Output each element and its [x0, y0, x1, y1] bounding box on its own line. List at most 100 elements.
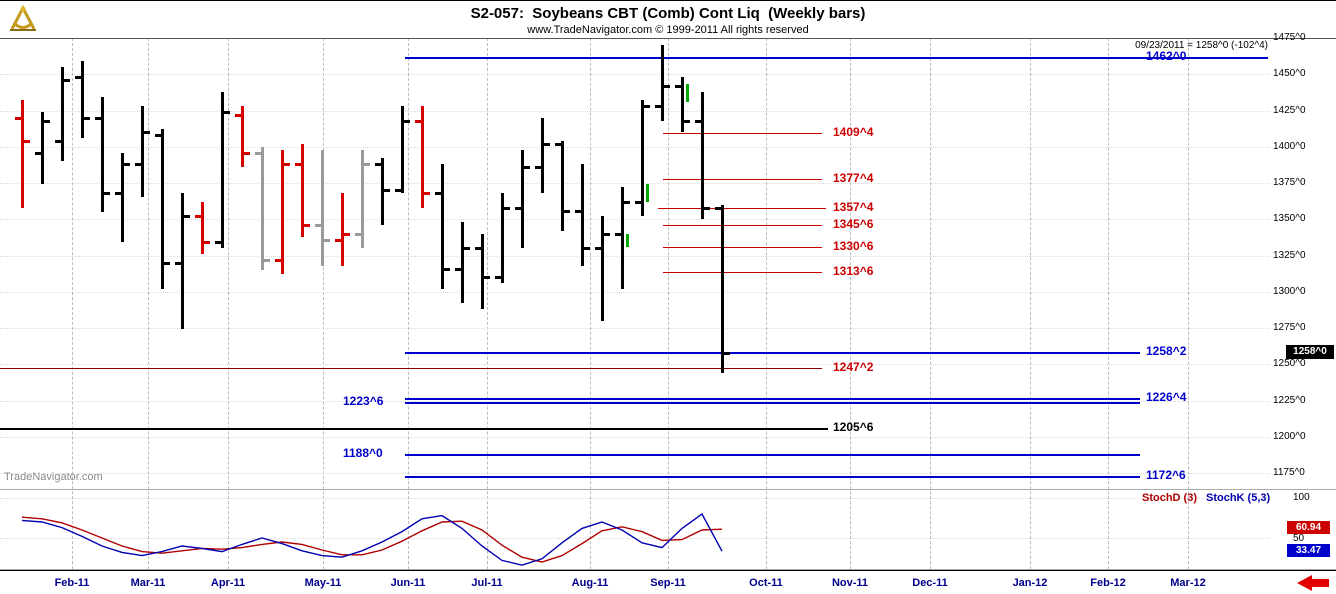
price-axis-label: 1250^0	[1273, 358, 1306, 370]
ohlc-bar	[221, 91, 224, 249]
ohlc-bar	[541, 117, 544, 194]
ohlc-open-tick	[475, 247, 481, 251]
ohlc-bar	[581, 164, 584, 266]
ohlc-bar	[281, 149, 284, 275]
level-line[interactable]	[663, 225, 822, 227]
ohlc-close-tick	[224, 110, 230, 114]
level-label: 1313^6	[833, 263, 874, 278]
level-line[interactable]	[0, 368, 822, 370]
ohlc-open-tick	[375, 163, 381, 167]
ohlc-bar	[121, 152, 124, 243]
level-label: 1258^2	[1146, 344, 1187, 359]
level-line[interactable]	[663, 132, 822, 134]
level-line[interactable]	[663, 247, 822, 249]
time-axis-label: May-11	[304, 577, 342, 589]
level-label: 1345^6	[833, 217, 874, 232]
level-line[interactable]	[0, 428, 828, 431]
trade-signal-mark	[646, 184, 649, 202]
time-axis-label: Feb-11	[54, 577, 90, 589]
price-axis-label: 1175^0	[1273, 467, 1305, 478]
level-line[interactable]	[405, 398, 1140, 401]
ohlc-close-tick	[44, 119, 50, 123]
ohlc-open-tick	[595, 247, 601, 251]
price-axis-label: 1325^0	[1273, 249, 1306, 261]
watermark-text: TradeNavigator.com	[4, 471, 103, 483]
level-line[interactable]	[405, 56, 1268, 59]
ohlc-close-tick	[424, 192, 430, 196]
ohlc-bar	[701, 91, 704, 220]
trade-signal-mark	[686, 84, 689, 102]
stochd-line	[21, 516, 723, 563]
ohlc-close-tick	[164, 261, 170, 265]
ohlc-bar	[681, 77, 684, 133]
time-axis-label: Dec-11	[912, 577, 948, 589]
ohlc-close-tick	[484, 276, 490, 280]
ohlc-bar	[481, 233, 484, 310]
level-line[interactable]	[405, 402, 1140, 405]
ohlc-open-tick	[575, 209, 581, 213]
chart-title: S2-057: Soybeans CBT (Comb) Cont Liq (We…	[470, 5, 866, 22]
level-line[interactable]	[405, 352, 1140, 355]
ohlc-bar	[181, 193, 184, 330]
level-label: 1247^2	[833, 360, 874, 375]
level-label: 1462^0	[1146, 48, 1187, 63]
scroll-left-arrow-button[interactable]	[1297, 575, 1333, 591]
ohlc-open-tick	[155, 134, 161, 138]
ohlc-open-tick	[455, 267, 461, 271]
level-label: 1226^4	[1146, 390, 1187, 405]
time-axis-label: Jan-12	[1012, 577, 1048, 589]
ohlc-bar	[641, 100, 644, 217]
price-axis-label: 1350^0	[1273, 213, 1306, 225]
stochastic-panel	[0, 490, 1270, 569]
stochk-line	[21, 512, 723, 566]
ohlc-open-tick	[335, 238, 341, 242]
price-axis-label: 1275^0	[1273, 322, 1306, 333]
level-line[interactable]	[405, 476, 1140, 479]
level-line[interactable]	[663, 271, 822, 273]
ohlc-open-tick	[75, 76, 81, 80]
ohlc-bar	[601, 216, 604, 321]
level-label: 1205^6	[833, 420, 874, 435]
ohlc-close-tick	[504, 206, 510, 210]
last-quote-readout: 09/23/2011 = 1258^0 (-102^4)	[1135, 40, 1268, 51]
ohlc-close-tick	[84, 116, 90, 120]
time-axis-label: Oct-11	[749, 577, 783, 589]
ohlc-close-tick	[564, 209, 570, 213]
ohlc-open-tick	[215, 241, 221, 245]
header-divider	[0, 38, 1336, 39]
level-label: 1409^4	[833, 124, 874, 139]
stochd-legend-label: StochD (3)	[1142, 492, 1197, 504]
ohlc-open-tick	[715, 206, 721, 210]
ohlc-close-tick	[324, 238, 330, 242]
ohlc-close-tick	[124, 163, 130, 167]
ohlc-open-tick	[435, 192, 441, 196]
ohlc-bar	[661, 45, 664, 121]
indicator-scale-50: 50	[1293, 533, 1305, 544]
ohlc-bar	[721, 204, 724, 373]
ohlc-bar	[401, 106, 404, 194]
level-line[interactable]	[405, 454, 1140, 457]
ohlc-close-tick	[444, 267, 450, 271]
ohlc-open-tick	[55, 139, 61, 143]
price-axis-label: 1375^0	[1273, 177, 1306, 188]
ohlc-open-tick	[275, 258, 281, 262]
price-axis-label: 1400^0	[1273, 140, 1306, 152]
ohlc-close-tick	[344, 232, 350, 236]
ohlc-close-tick	[524, 166, 530, 170]
level-line[interactable]	[663, 179, 822, 181]
left-arrow-tail	[1311, 579, 1329, 587]
ohlc-close-tick	[544, 142, 550, 146]
left-arrow-icon	[1297, 575, 1312, 591]
stochk-value-badge: 33.47	[1287, 544, 1330, 557]
ohlc-close-tick	[304, 224, 310, 228]
ohlc-bar	[101, 97, 104, 212]
ohlc-close-tick	[584, 247, 590, 251]
level-line[interactable]	[658, 208, 826, 210]
ohlc-close-tick	[724, 351, 730, 355]
ohlc-open-tick	[295, 163, 301, 167]
ohlc-open-tick	[535, 166, 541, 170]
time-axis-label: Jul-11	[471, 577, 503, 589]
ohlc-close-tick	[364, 163, 370, 167]
ohlc-open-tick	[635, 200, 641, 204]
ohlc-bar	[501, 193, 504, 284]
